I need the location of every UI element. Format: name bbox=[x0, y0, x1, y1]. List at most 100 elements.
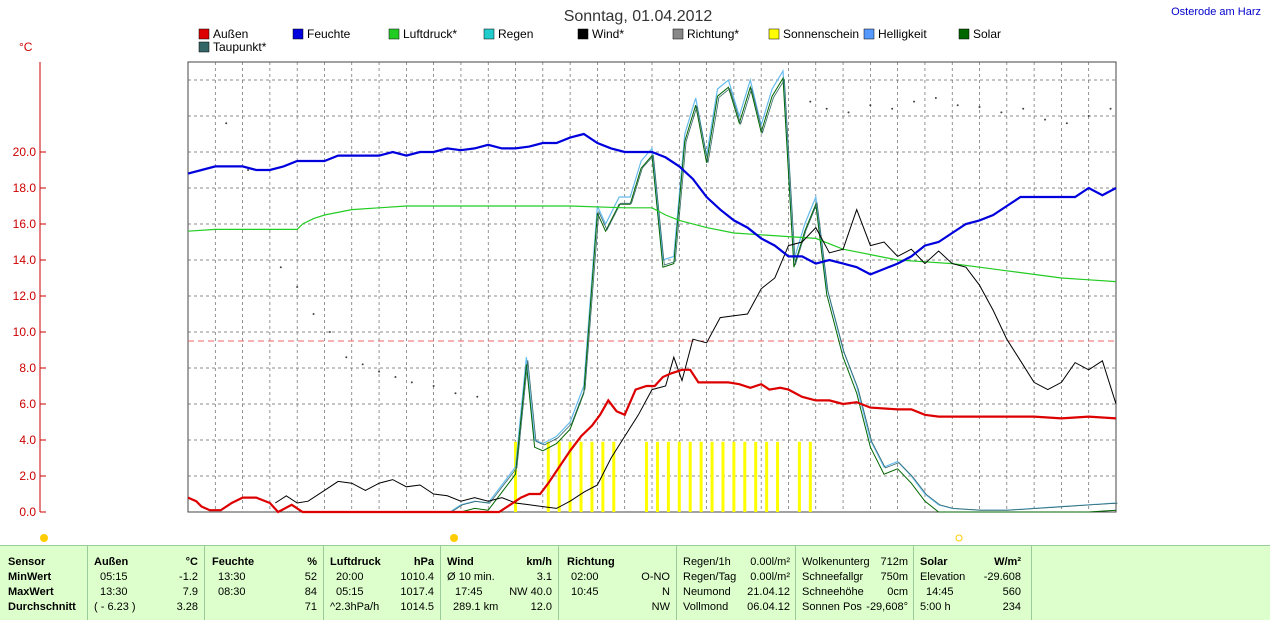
solar-max-value: 560 bbox=[1002, 586, 1021, 598]
aussen-max-time: 13:30 bbox=[100, 586, 128, 598]
vollmond-label: Vollmond bbox=[683, 601, 729, 613]
legend-swatch-außen bbox=[198, 28, 210, 40]
legend-label-wind: Wind* bbox=[592, 27, 624, 41]
y-tick-label: 14.0 bbox=[13, 253, 37, 267]
y-tick-label: 16.0 bbox=[13, 217, 37, 231]
sunshine-bar bbox=[568, 441, 572, 512]
neumond-label: Neumond bbox=[683, 586, 731, 598]
sunshine-bar bbox=[579, 441, 583, 512]
solar-head: Solar bbox=[920, 556, 948, 568]
series-feuchte bbox=[187, 132, 844, 265]
y-tick-label: 12.0 bbox=[13, 289, 37, 303]
legend: Außen Feuchte Luftdruck* Regen Wind* Richtung… bbox=[198, 27, 1001, 54]
stats-col-solar: Solar W/m² Elevation -29.608 14:45 560 5… bbox=[914, 546, 1032, 620]
series-taupunkt bbox=[451, 78, 1118, 513]
wind-head: Wind bbox=[447, 556, 474, 568]
y-tick-label: 6.0 bbox=[19, 397, 36, 411]
aussen-avg-note: ( - 6.23 ) bbox=[94, 601, 136, 613]
richtung-head: Richtung bbox=[567, 556, 615, 568]
feuchte-max-value: 84 bbox=[304, 586, 317, 598]
sunshine-bar bbox=[710, 441, 714, 512]
wind-unit: km/h bbox=[526, 556, 552, 568]
direction-dot bbox=[410, 381, 413, 384]
sunshine-bar bbox=[557, 441, 561, 512]
wind-avg10-label: Ø 10 min. bbox=[447, 571, 495, 583]
sensor-head: Sensor bbox=[8, 556, 46, 568]
direction-dot bbox=[825, 107, 828, 110]
location-link[interactable]: Osterode am Harz bbox=[1171, 6, 1261, 18]
y-tick-label: 20.0 bbox=[13, 145, 37, 159]
y-tick-label: 10.0 bbox=[13, 325, 37, 339]
legend-swatch-regen bbox=[483, 28, 495, 40]
direction-dot bbox=[247, 169, 250, 171]
luftdruck-trend: ^2.3hPa/h bbox=[330, 601, 380, 613]
direction-dot bbox=[1022, 107, 1025, 110]
stats-col-sensor: Sensor MinWert MaxWert Durchschnitt bbox=[0, 546, 88, 620]
direction-dot bbox=[225, 122, 228, 125]
direction-dot bbox=[869, 104, 872, 107]
wind-distance: 289.1 km bbox=[453, 601, 499, 613]
sunrise-marker bbox=[40, 534, 48, 542]
schneefallgr-label: Schneefallgr bbox=[802, 571, 864, 583]
y-tick-label: 4.0 bbox=[19, 433, 36, 447]
y-tick-label: 0.0 bbox=[19, 505, 36, 519]
feuchte-min-value: 52 bbox=[304, 571, 317, 583]
direction-dot bbox=[1065, 122, 1068, 125]
aussen-min-value: -1.2 bbox=[179, 571, 198, 583]
sunshine-bar bbox=[732, 441, 736, 512]
direction-dot bbox=[956, 104, 959, 107]
legend-label-taupunkt: Taupunkt* bbox=[213, 40, 267, 54]
sunshine-bar bbox=[743, 441, 747, 512]
sunshine-bar bbox=[699, 441, 703, 512]
wind-max-time: 17:45 bbox=[455, 586, 483, 598]
series-helligkeit bbox=[449, 69, 1117, 513]
wind-avg-value: 12.0 bbox=[530, 601, 552, 613]
regen1h-label: Regen/1h bbox=[683, 556, 731, 568]
luftdruck-unit: hPa bbox=[413, 556, 434, 568]
direction-dot bbox=[847, 111, 850, 114]
legend-label-richtung: Richtung* bbox=[687, 27, 739, 41]
y-axis-ticks: 0.0 2.0 4.0 6.0 8.0 10.0 12.0 14.0 16.0 18.0 20.0 bbox=[13, 62, 46, 519]
stats-col-aussen: Außen °C 05:15 -1.2 13:30 7.9 ( - 6.23 )… bbox=[88, 546, 205, 620]
solar-avg-value: 234 bbox=[1002, 601, 1021, 613]
direction-dot bbox=[454, 392, 457, 395]
sunshine-bar bbox=[765, 441, 769, 512]
sunshine-bar bbox=[655, 441, 659, 512]
y-tick-label: 8.0 bbox=[19, 361, 36, 375]
luftdruck-min-time: 20:00 bbox=[336, 571, 364, 583]
weather-chart: Sonntag, 01.04.2012 Osterode am Harz °C … bbox=[13, 6, 1261, 542]
sonnenpos-label: Sonnen Pos bbox=[802, 601, 862, 613]
direction-dot bbox=[1044, 118, 1047, 121]
legend-label-solar: Solar bbox=[973, 27, 1001, 41]
y-tick-label: 18.0 bbox=[13, 181, 37, 195]
sunshine-bar bbox=[754, 441, 758, 512]
regentag-label: Regen/Tag bbox=[683, 571, 737, 583]
wind-avg10-value: 3.1 bbox=[536, 571, 552, 583]
richtung-avg-value: NW bbox=[651, 601, 670, 613]
sunshine-bar bbox=[601, 441, 605, 512]
series-feuchte-part2 bbox=[842, 186, 1117, 276]
richtung-min-value: O-NO bbox=[641, 571, 670, 583]
sunshine-bar bbox=[612, 441, 616, 512]
stats-col-richtung: Richtung 02:00 O-NO 10:45 N NW bbox=[559, 546, 677, 620]
chart-title: Sonntag, 01.04.2012 bbox=[564, 8, 713, 25]
sunshine-bar bbox=[546, 441, 550, 512]
neumond-value: 21.04.12 bbox=[747, 586, 790, 598]
series-luftdruck bbox=[187, 205, 1117, 283]
aussen-min-time: 05:15 bbox=[100, 571, 128, 583]
direction-dot bbox=[934, 97, 937, 99]
sun-marker bbox=[450, 534, 458, 542]
series-wind bbox=[275, 208, 1117, 509]
feuchte-min-time: 13:30 bbox=[218, 571, 246, 583]
legend-swatch-wind bbox=[577, 28, 589, 40]
moon-marker bbox=[955, 534, 963, 542]
richtung-max-value: N bbox=[662, 586, 670, 598]
sunshine-bar bbox=[721, 441, 725, 512]
luftdruck-avg-value: 1014.5 bbox=[400, 601, 434, 613]
legend-label-feuchte: Feuchte bbox=[307, 27, 351, 41]
y-axis-unit: °C bbox=[19, 40, 33, 54]
richtung-min-time: 02:00 bbox=[571, 571, 599, 583]
richtung-max-time: 10:45 bbox=[571, 586, 599, 598]
legend-swatch-feuchte bbox=[292, 28, 304, 40]
legend-label-luftdruck: Luftdruck* bbox=[403, 27, 457, 41]
